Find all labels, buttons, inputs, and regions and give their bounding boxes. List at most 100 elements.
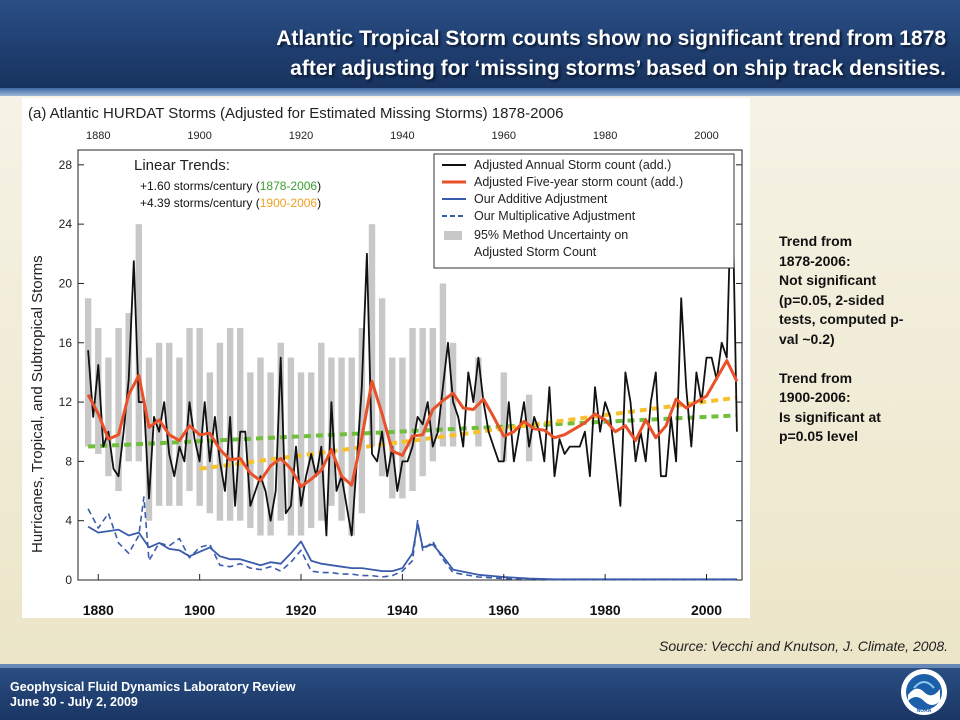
uncertainty-bar xyxy=(500,372,507,462)
top-tick-label: 1940 xyxy=(390,130,414,142)
note-2-line: 1900-2006: xyxy=(779,389,851,405)
note-1-line: val ~0.2) xyxy=(779,330,835,347)
top-tick-label: 1960 xyxy=(492,130,516,142)
trend-1900-period: 1900-2006 xyxy=(260,196,318,210)
uncertainty-bar xyxy=(135,224,143,462)
bottom-tick-label: 1880 xyxy=(83,602,114,618)
y-tick-label: 28 xyxy=(59,158,73,172)
uncertainty-bar xyxy=(95,327,102,454)
uncertainty-bar xyxy=(318,342,325,521)
uncertainty-bar xyxy=(419,327,426,477)
noaa-logo-text: NOAA xyxy=(917,708,932,714)
series-line-additive xyxy=(87,522,737,581)
chart-title: (a) Atlantic HURDAT Storms (Adjusted for… xyxy=(28,105,563,122)
uncertainty-bar xyxy=(145,357,153,521)
trend-1900-suffix: ) xyxy=(317,196,321,210)
legend-entry-multiplicative: Our Multiplicative Adjustment xyxy=(474,209,636,223)
slide-title-line-2: after adjusting for ‘missing storms’ bas… xyxy=(290,57,946,80)
y-tick-label: 16 xyxy=(59,336,73,350)
note-1-line: Not significant xyxy=(779,272,877,288)
uncertainty-bar xyxy=(257,357,264,536)
y-tick-label: 12 xyxy=(59,395,73,409)
top-tick-label: 1920 xyxy=(289,130,313,142)
series-lines xyxy=(86,163,739,581)
series-line-multiplicative xyxy=(87,496,737,581)
uncertainty-bar xyxy=(338,357,345,521)
uncertainty-bar xyxy=(475,357,482,447)
y-tick-label: 4 xyxy=(65,514,72,528)
uncertainty-bar xyxy=(368,224,376,447)
bottom-tick-label: 1960 xyxy=(488,602,519,618)
note-2-line: Trend from xyxy=(779,369,853,386)
uncertainty-bar xyxy=(348,357,355,536)
uncertainty-bar xyxy=(399,357,406,499)
bottom-tick-label: 1980 xyxy=(590,602,621,618)
note-paragraph-1: Trend from 1878-2006: Not significant (p… xyxy=(779,232,939,349)
title-banner: Atlantic Tropical Storm counts show no s… xyxy=(0,0,960,96)
note-1-line: 1878-2006: xyxy=(779,252,851,269)
trend-line-1878-2006 xyxy=(88,413,738,449)
top-tick-label: 1900 xyxy=(187,130,211,142)
top-tick-label: 1880 xyxy=(86,130,110,142)
y-axis: 0 4 8 12 16 20 24 28 xyxy=(59,158,742,587)
uncertainty-bar xyxy=(196,327,203,506)
y-tick-label: 0 xyxy=(65,573,72,587)
note-1-line: (p=0.05, 2-sided xyxy=(779,291,885,308)
uncertainty-bar xyxy=(287,357,295,536)
note-paragraph-2: Trend from 1900-2006: Is significant at … xyxy=(779,369,939,447)
uncertainty-bar xyxy=(84,298,92,447)
uncertainty-bar xyxy=(525,394,533,462)
y-tick-label: 20 xyxy=(59,276,73,290)
note-2-line: p=0.05 level xyxy=(779,428,859,444)
trend-lines xyxy=(88,395,738,471)
top-axis-ticks: 1880 1900 1920 1940 1960 1980 2000 xyxy=(86,130,719,156)
y-tick-label: 24 xyxy=(59,217,73,231)
trend-1878-period: 1878-2006 xyxy=(260,179,318,193)
footer-text: Geophysical Fluid Dynamics Laboratory Re… xyxy=(10,680,296,710)
legend-entry-additive: Our Additive Adjustment xyxy=(474,192,608,206)
legend-box xyxy=(433,153,735,269)
uncertainty-bar xyxy=(105,357,112,477)
linear-trends-heading: Linear Trends: xyxy=(134,157,230,174)
legend-swatch-uncertainty xyxy=(444,231,462,240)
banner-stripe xyxy=(0,88,960,96)
uncertainty-bar xyxy=(307,372,315,529)
uncertainty-bar xyxy=(216,342,224,521)
legend-entry-five-year: Adjusted Five-year storm count (add.) xyxy=(474,175,683,189)
bottom-tick-label: 1900 xyxy=(184,602,215,618)
uncertainty-bar xyxy=(277,342,284,521)
trend-1900-prefix: +4.39 storms/century ( xyxy=(140,196,260,210)
uncertainty-bar xyxy=(389,357,396,499)
uncertainty-bar xyxy=(378,298,386,477)
uncertainty-bar xyxy=(328,357,335,506)
uncertainty-bar xyxy=(115,327,122,492)
trend-line-1900-2006 xyxy=(199,395,738,471)
y-axis-label: Hurricanes, Tropical, and Subtropical St… xyxy=(29,255,46,553)
uncertainty-bar xyxy=(155,342,163,506)
series-line-five-year xyxy=(86,359,739,489)
bottom-tick-label: 1940 xyxy=(387,602,418,618)
trend-1878-prefix: +1.60 storms/century ( xyxy=(140,179,260,193)
source-citation: Source: Vecchi and Knutson, J. Climate, … xyxy=(659,638,948,654)
top-tick-label: 2000 xyxy=(694,130,718,142)
y-tick-label: 8 xyxy=(65,454,72,468)
uncertainty-bar xyxy=(429,327,437,462)
trend-significance-note: Trend from 1878-2006: Not significant (p… xyxy=(779,232,939,447)
note-1-line: Trend from xyxy=(779,233,853,249)
slide-title: Atlantic Tropical Storm counts show no s… xyxy=(86,24,946,84)
chart-figure: (a) Atlantic HURDAT Storms (Adjusted for… xyxy=(22,98,750,618)
uncertainty-bar xyxy=(247,372,254,529)
footer-event-name: Geophysical Fluid Dynamics Laboratory Re… xyxy=(10,680,296,694)
uncertainty-bar xyxy=(236,327,244,521)
legend-entry-annual: Adjusted Annual Storm count (add.) xyxy=(474,158,671,172)
legend-entry-uncertainty-1: 95% Method Uncertainty on xyxy=(474,228,628,242)
uncertainty-bar xyxy=(267,372,274,536)
legend: Adjusted Annual Storm count (add.) Adjus… xyxy=(433,153,735,269)
linear-trends-annotation: Linear Trends: +1.60 storms/century (187… xyxy=(134,157,321,210)
footer-bar: Geophysical Fluid Dynamics Laboratory Re… xyxy=(0,664,960,720)
slide-title-line-1: Atlantic Tropical Storm counts show no s… xyxy=(276,27,946,50)
noaa-logo-icon: NOAA xyxy=(901,669,947,715)
series-line-annual xyxy=(87,163,738,537)
bottom-axis-ticks: 1880 1900 1920 1940 1960 1980 2000 xyxy=(83,574,722,618)
uncertainty-bar xyxy=(176,357,183,506)
